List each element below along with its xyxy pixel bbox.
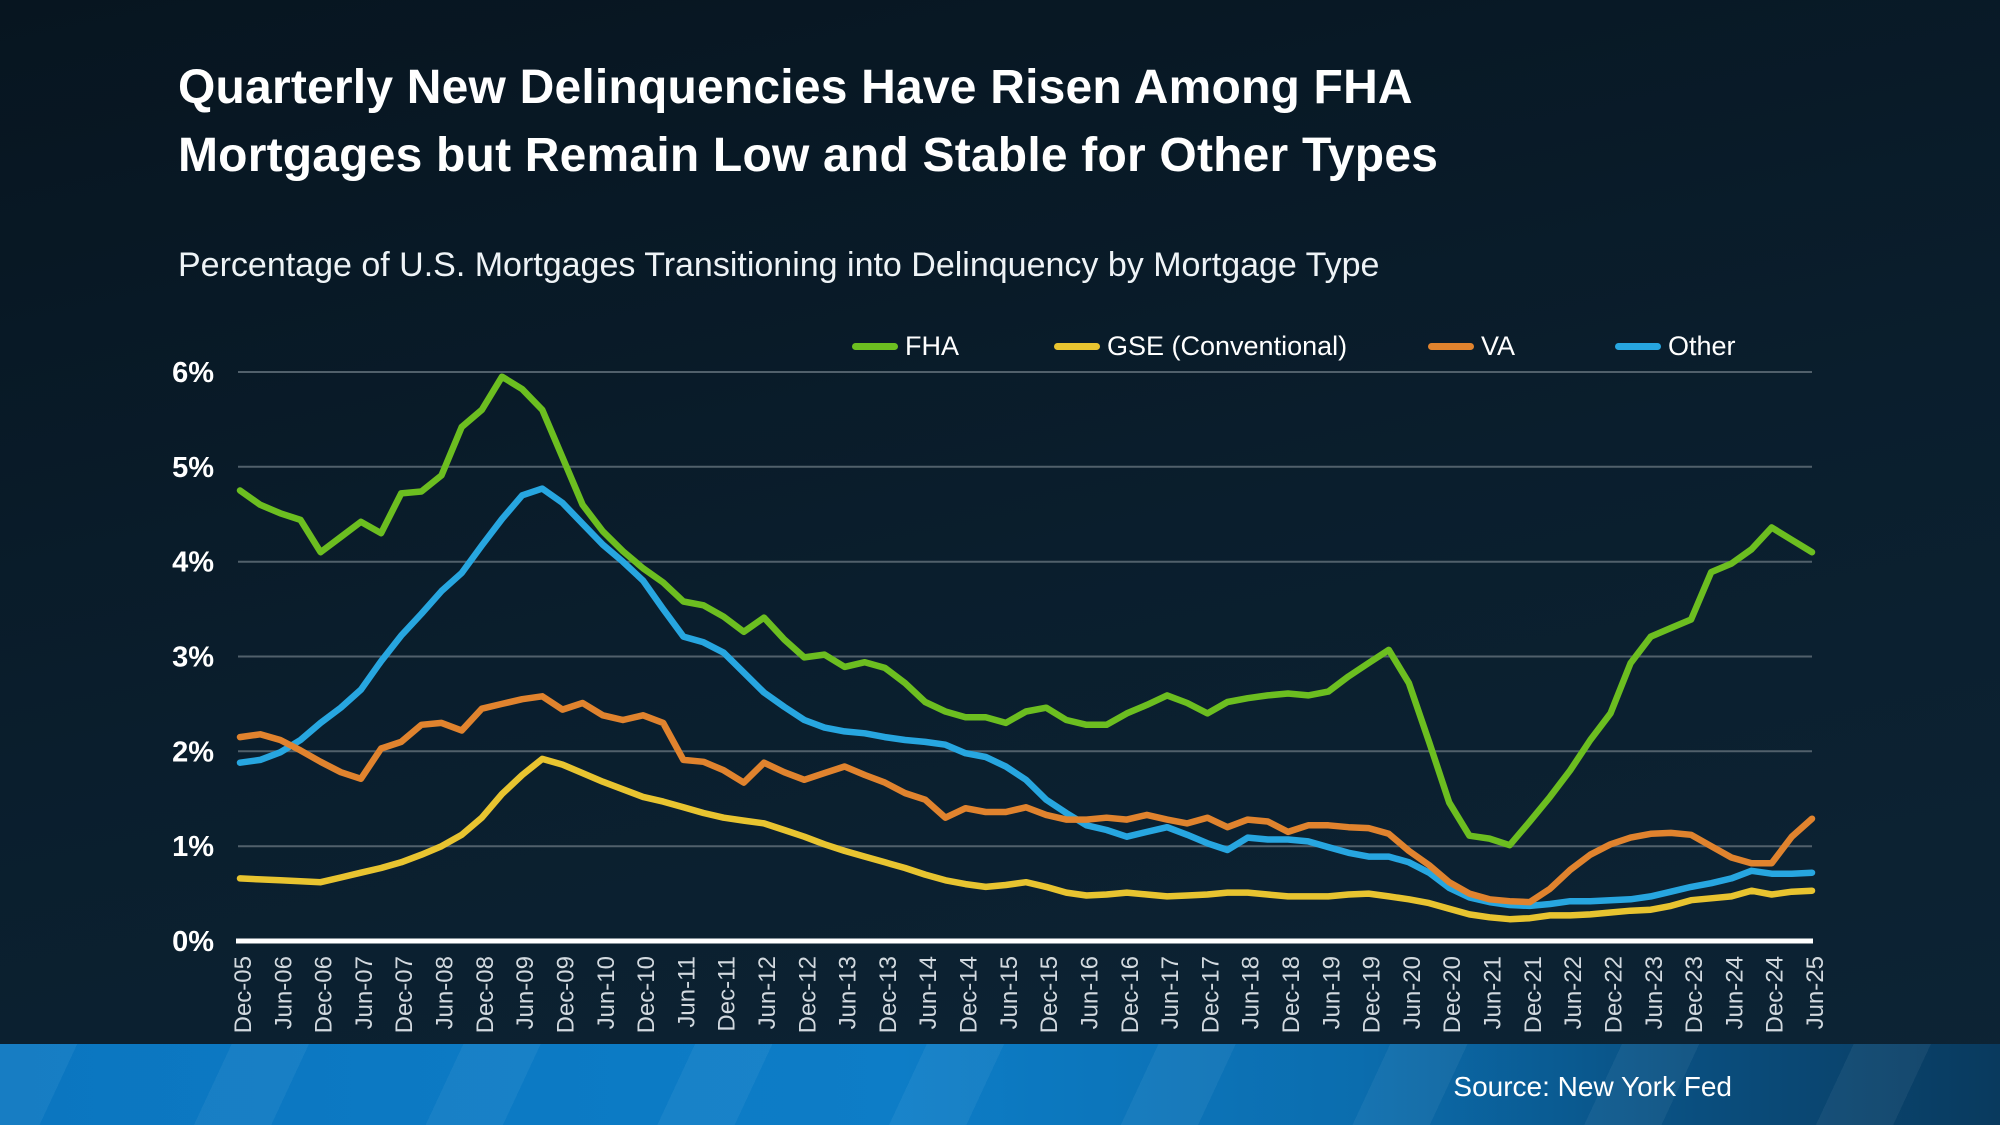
x-tick-label: Jun-18 — [1238, 956, 1265, 1029]
x-tick-label: Dec-17 — [1197, 956, 1224, 1033]
series-line-fha — [236, 373, 1816, 849]
legend-label-fha: FHA — [905, 330, 959, 361]
x-tick-label: Dec-05 — [230, 956, 257, 1033]
x-tick-label: Dec-10 — [633, 956, 660, 1033]
x-tick-label: Dec-21 — [1520, 956, 1547, 1033]
legend-label-gse-conventional: GSE (Conventional) — [1107, 330, 1348, 361]
y-tick-label: 6% — [172, 357, 214, 389]
chart-legend: FHA GSE (Conventional) VA Other — [0, 330, 2000, 362]
legend-swatch-other — [1615, 342, 1661, 350]
y-axis-labels: 0% 1% 2% 3% 4% 5% 6% — [172, 357, 214, 958]
source-text: Source: New York Fed — [1453, 1071, 1732, 1102]
x-tick-label: Jun-20 — [1399, 956, 1426, 1029]
y-tick-label: 0% — [172, 926, 214, 958]
x-tick-label: Dec-24 — [1762, 956, 1789, 1033]
legend-item-fha: FHA — [852, 330, 959, 362]
x-tick-label: Dec-08 — [472, 956, 499, 1033]
x-tick-label: Dec-20 — [1439, 956, 1466, 1033]
x-tick-label: Jun-11 — [673, 956, 700, 1028]
page-subtitle: Percentage of U.S. Mortgages Transitioni… — [178, 246, 1380, 284]
x-tick-label: Dec-14 — [956, 956, 983, 1033]
x-tick-label: Jun-12 — [754, 956, 781, 1029]
x-tick-label: Jun-15 — [996, 956, 1023, 1029]
x-tick-label: Jun-10 — [593, 956, 620, 1029]
footer-bar: Source: New York Fed — [0, 1044, 2000, 1125]
x-tick-label: Dec-19 — [1359, 956, 1386, 1033]
x-tick-label: Dec-16 — [1117, 956, 1144, 1033]
x-tick-label: Dec-18 — [1278, 956, 1305, 1033]
x-tick-label: Jun-06 — [270, 956, 297, 1029]
x-tick-label: Dec-23 — [1681, 956, 1708, 1033]
x-tick-label: Dec-13 — [875, 956, 902, 1033]
x-tick-label: Jun-23 — [1641, 956, 1668, 1029]
series-lines — [236, 373, 1816, 923]
x-tick-label: Jun-08 — [432, 956, 459, 1029]
y-tick-label: 2% — [172, 736, 214, 768]
x-tick-label: Jun-14 — [915, 956, 942, 1029]
x-tick-label: Dec-06 — [311, 956, 338, 1033]
x-tick-label: Dec-22 — [1601, 956, 1628, 1033]
x-tick-label: Dec-12 — [794, 956, 821, 1033]
x-tick-label: Jun-07 — [351, 956, 378, 1029]
x-tick-label: Jun-17 — [1157, 956, 1184, 1029]
series-line-other — [236, 485, 1816, 910]
y-tick-label: 1% — [172, 831, 214, 863]
series-line-va — [236, 693, 1816, 906]
y-gridlines — [238, 371, 1812, 848]
legend-label-va: VA — [1481, 330, 1516, 361]
page-title: Quarterly New Delinquencies Have Risen A… — [178, 61, 1439, 182]
x-tick-label: Jun-21 — [1480, 956, 1507, 1029]
legend-swatch-va — [1428, 342, 1474, 350]
x-axis-labels: Dec-05 Jun-06 Dec-06 Jun-07 Dec-07 Jun-08 Dec-… — [230, 956, 1829, 1033]
x-tick-label: Jun-25 — [1802, 956, 1829, 1029]
legend-label-other: Other — [1668, 330, 1736, 361]
x-tick-label: Jun-13 — [835, 956, 862, 1029]
x-tick-label: Dec-11 — [714, 956, 741, 1032]
x-tick-label: Jun-19 — [1318, 956, 1345, 1029]
legend-item-va: VA — [1428, 330, 1515, 362]
x-tick-label: Jun-22 — [1560, 956, 1587, 1029]
x-tick-label: Jun-16 — [1077, 956, 1104, 1029]
y-tick-label: 4% — [172, 547, 214, 579]
x-tick-label: Dec-07 — [391, 956, 418, 1033]
x-tick-label: Jun-24 — [1721, 956, 1748, 1029]
x-tick-label: Dec-15 — [1036, 956, 1063, 1033]
legend-swatch-gse-conventional — [1054, 342, 1100, 350]
x-tick-label: Jun-09 — [512, 956, 539, 1029]
series-line-gse-conventional — [236, 755, 1816, 923]
x-tick-label: Dec-09 — [553, 956, 580, 1033]
legend-item-other: Other — [1615, 330, 1736, 362]
legend-item-gse-conventional: GSE (Conventional) — [1054, 330, 1347, 362]
y-tick-label: 5% — [172, 452, 214, 484]
y-tick-label: 3% — [172, 642, 214, 674]
legend-swatch-fha — [852, 342, 898, 350]
